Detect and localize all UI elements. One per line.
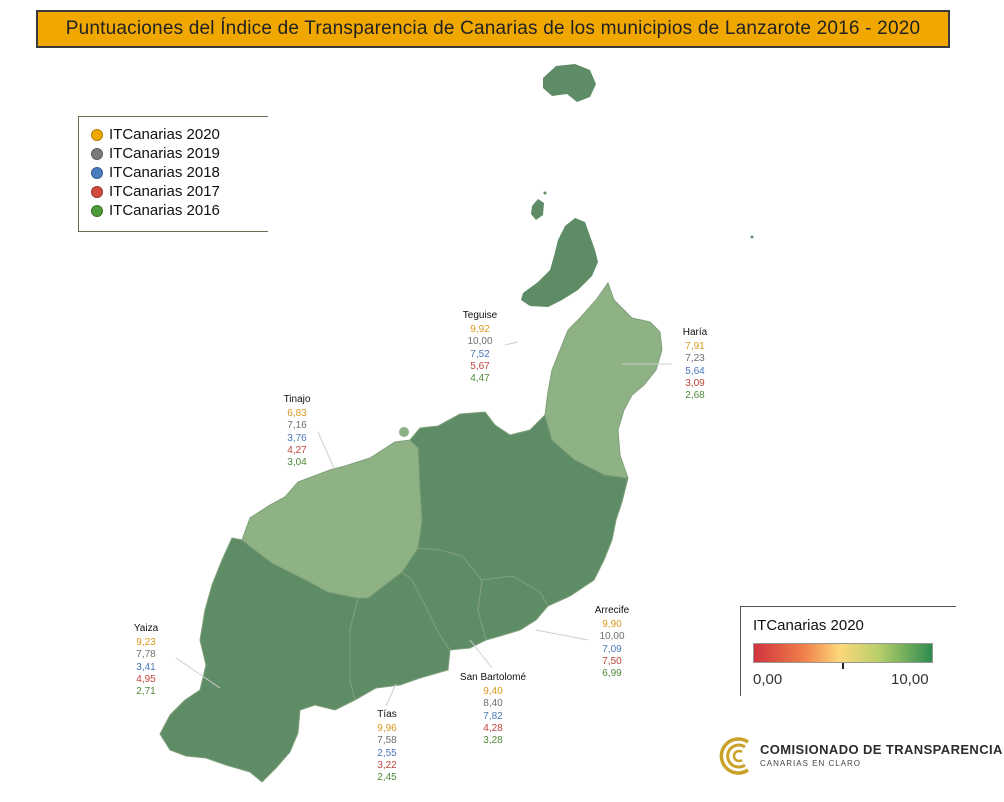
legend-item-2020[interactable]: ITCanarias 2020 <box>91 125 268 144</box>
score-2018: 3,41 <box>136 661 156 673</box>
score-2017: 7,50 <box>602 655 622 667</box>
legend-item-2018[interactable]: ITCanarias 2018 <box>91 163 268 182</box>
score-2020: 6,83 <box>287 408 307 420</box>
score-2019: 10,00 <box>599 631 625 643</box>
leader-san-bartolome <box>469 639 493 669</box>
leader-teguise <box>504 341 519 346</box>
score-2018: 2,55 <box>377 747 397 759</box>
score-2020: 9,96 <box>377 723 397 735</box>
score-2016: 6,99 <box>602 668 622 680</box>
colorbar-max-label: 10,00 <box>891 671 929 688</box>
score-2019: 7,16 <box>287 420 307 432</box>
label-teguise: Teguise 9,92 10,00 7,52 5,67 4,47 <box>452 310 508 385</box>
muni-name: Tías <box>377 709 397 720</box>
islet-montana-clara <box>531 199 544 220</box>
logo-c-icon <box>719 737 749 775</box>
score-2018: 7,82 <box>483 710 503 722</box>
score-2016: 2,45 <box>377 772 397 784</box>
score-2019: 7,78 <box>136 649 156 661</box>
score-2020: 9,23 <box>136 637 156 649</box>
score-2017: 4,28 <box>483 722 503 734</box>
label-tias: Tías 9,96 7,58 2,55 3,22 2,45 <box>363 709 411 784</box>
logo: COMISIONADO DE TRANSPARENCIA CANARIAS EN… <box>718 734 1002 778</box>
legend-label-2020: ITCanarias 2020 <box>109 126 220 143</box>
label-haria: Haría 7,91 7,23 5,64 3,09 2,68 <box>670 327 720 402</box>
legend-dot-2019 <box>91 147 103 160</box>
legend-item-2017[interactable]: ITCanarias 2017 <box>91 182 268 201</box>
leader-arrecife <box>535 629 589 641</box>
score-2019: 7,23 <box>685 353 705 365</box>
score-2017: 3,09 <box>685 377 705 389</box>
legend-label-2016: ITCanarias 2016 <box>109 202 220 219</box>
score-2016: 3,04 <box>287 457 307 469</box>
leader-yaiza <box>175 657 221 689</box>
score-2019: 10,00 <box>467 336 493 348</box>
label-yaiza: Yaiza 9,23 7,78 3,41 4,95 2,71 <box>122 623 170 698</box>
score-2019: 8,40 <box>483 698 503 710</box>
muni-name: Arrecife <box>594 605 630 616</box>
score-2019: 7,58 <box>377 735 397 747</box>
score-2018: 7,52 <box>470 348 490 360</box>
legend-dot-2018 <box>91 166 103 179</box>
muni-name: Haría <box>682 327 708 338</box>
legend-label-2017: ITCanarias 2017 <box>109 183 220 200</box>
legend: ITCanarias 2020 ITCanarias 2019 ITCanari… <box>78 116 268 232</box>
colorbar-title: ITCanarias 2020 <box>753 617 864 634</box>
muni-name: San Bartolomé <box>459 672 527 683</box>
label-arrecife: Arrecife 9,90 10,00 7,09 7,50 6,99 <box>586 605 638 680</box>
muni-name: Teguise <box>462 310 498 321</box>
score-2016: 2,71 <box>136 686 156 698</box>
municipality-haria[interactable] <box>544 281 663 479</box>
score-2016: 4,47 <box>470 373 490 385</box>
colorbar-marker <box>842 663 844 669</box>
score-2017: 3,22 <box>377 759 397 771</box>
legend-dot-2017 <box>91 185 103 198</box>
score-2020: 9,90 <box>602 619 622 631</box>
islet-roque <box>543 191 547 195</box>
islet-roque-este <box>750 235 754 239</box>
score-2020: 7,91 <box>685 341 705 353</box>
municipality-teguise[interactable] <box>409 411 629 607</box>
logo-subtitle: CANARIAS EN CLARO <box>760 759 862 768</box>
islet-tinajo-coast <box>399 427 409 437</box>
colorbar-legend: ITCanarias 2020 0,00 10,00 <box>740 606 956 696</box>
colorbar-gradient <box>753 643 933 663</box>
score-2018: 7,09 <box>602 643 622 655</box>
score-2018: 5,64 <box>685 365 705 377</box>
score-2018: 3,76 <box>287 432 307 444</box>
logo-title: COMISIONADO DE TRANSPARENCIA <box>760 742 1003 757</box>
score-2016: 3,28 <box>483 735 503 747</box>
muni-name: Tinajo <box>283 394 311 405</box>
legend-item-2019[interactable]: ITCanarias 2019 <box>91 144 268 163</box>
score-2016: 2,68 <box>685 390 705 402</box>
score-2017: 4,27 <box>287 444 307 456</box>
muni-name: Yaiza <box>133 623 159 634</box>
legend-label-2019: ITCanarias 2019 <box>109 145 220 162</box>
legend-dot-2016 <box>91 204 103 217</box>
label-tinajo: Tinajo 6,83 7,16 3,76 4,27 3,04 <box>272 394 322 469</box>
legend-label-2018: ITCanarias 2018 <box>109 164 220 181</box>
label-san-bartolome: San Bartolomé 9,40 8,40 7,82 4,28 3,28 <box>455 672 531 747</box>
leader-tias <box>385 683 397 707</box>
colorbar-min-label: 0,00 <box>753 671 783 688</box>
score-2017: 4,95 <box>136 673 156 685</box>
islet-alegranza <box>543 64 596 102</box>
islet-la-graciosa <box>521 218 598 307</box>
map-title: Puntuaciones del Índice de Transparencia… <box>36 10 950 48</box>
legend-dot-2020 <box>91 128 103 141</box>
score-2020: 9,40 <box>483 686 503 698</box>
score-2020: 9,92 <box>470 324 490 336</box>
score-2017: 5,67 <box>470 360 490 372</box>
legend-item-2016[interactable]: ITCanarias 2016 <box>91 201 268 220</box>
leader-tinajo <box>317 431 335 469</box>
